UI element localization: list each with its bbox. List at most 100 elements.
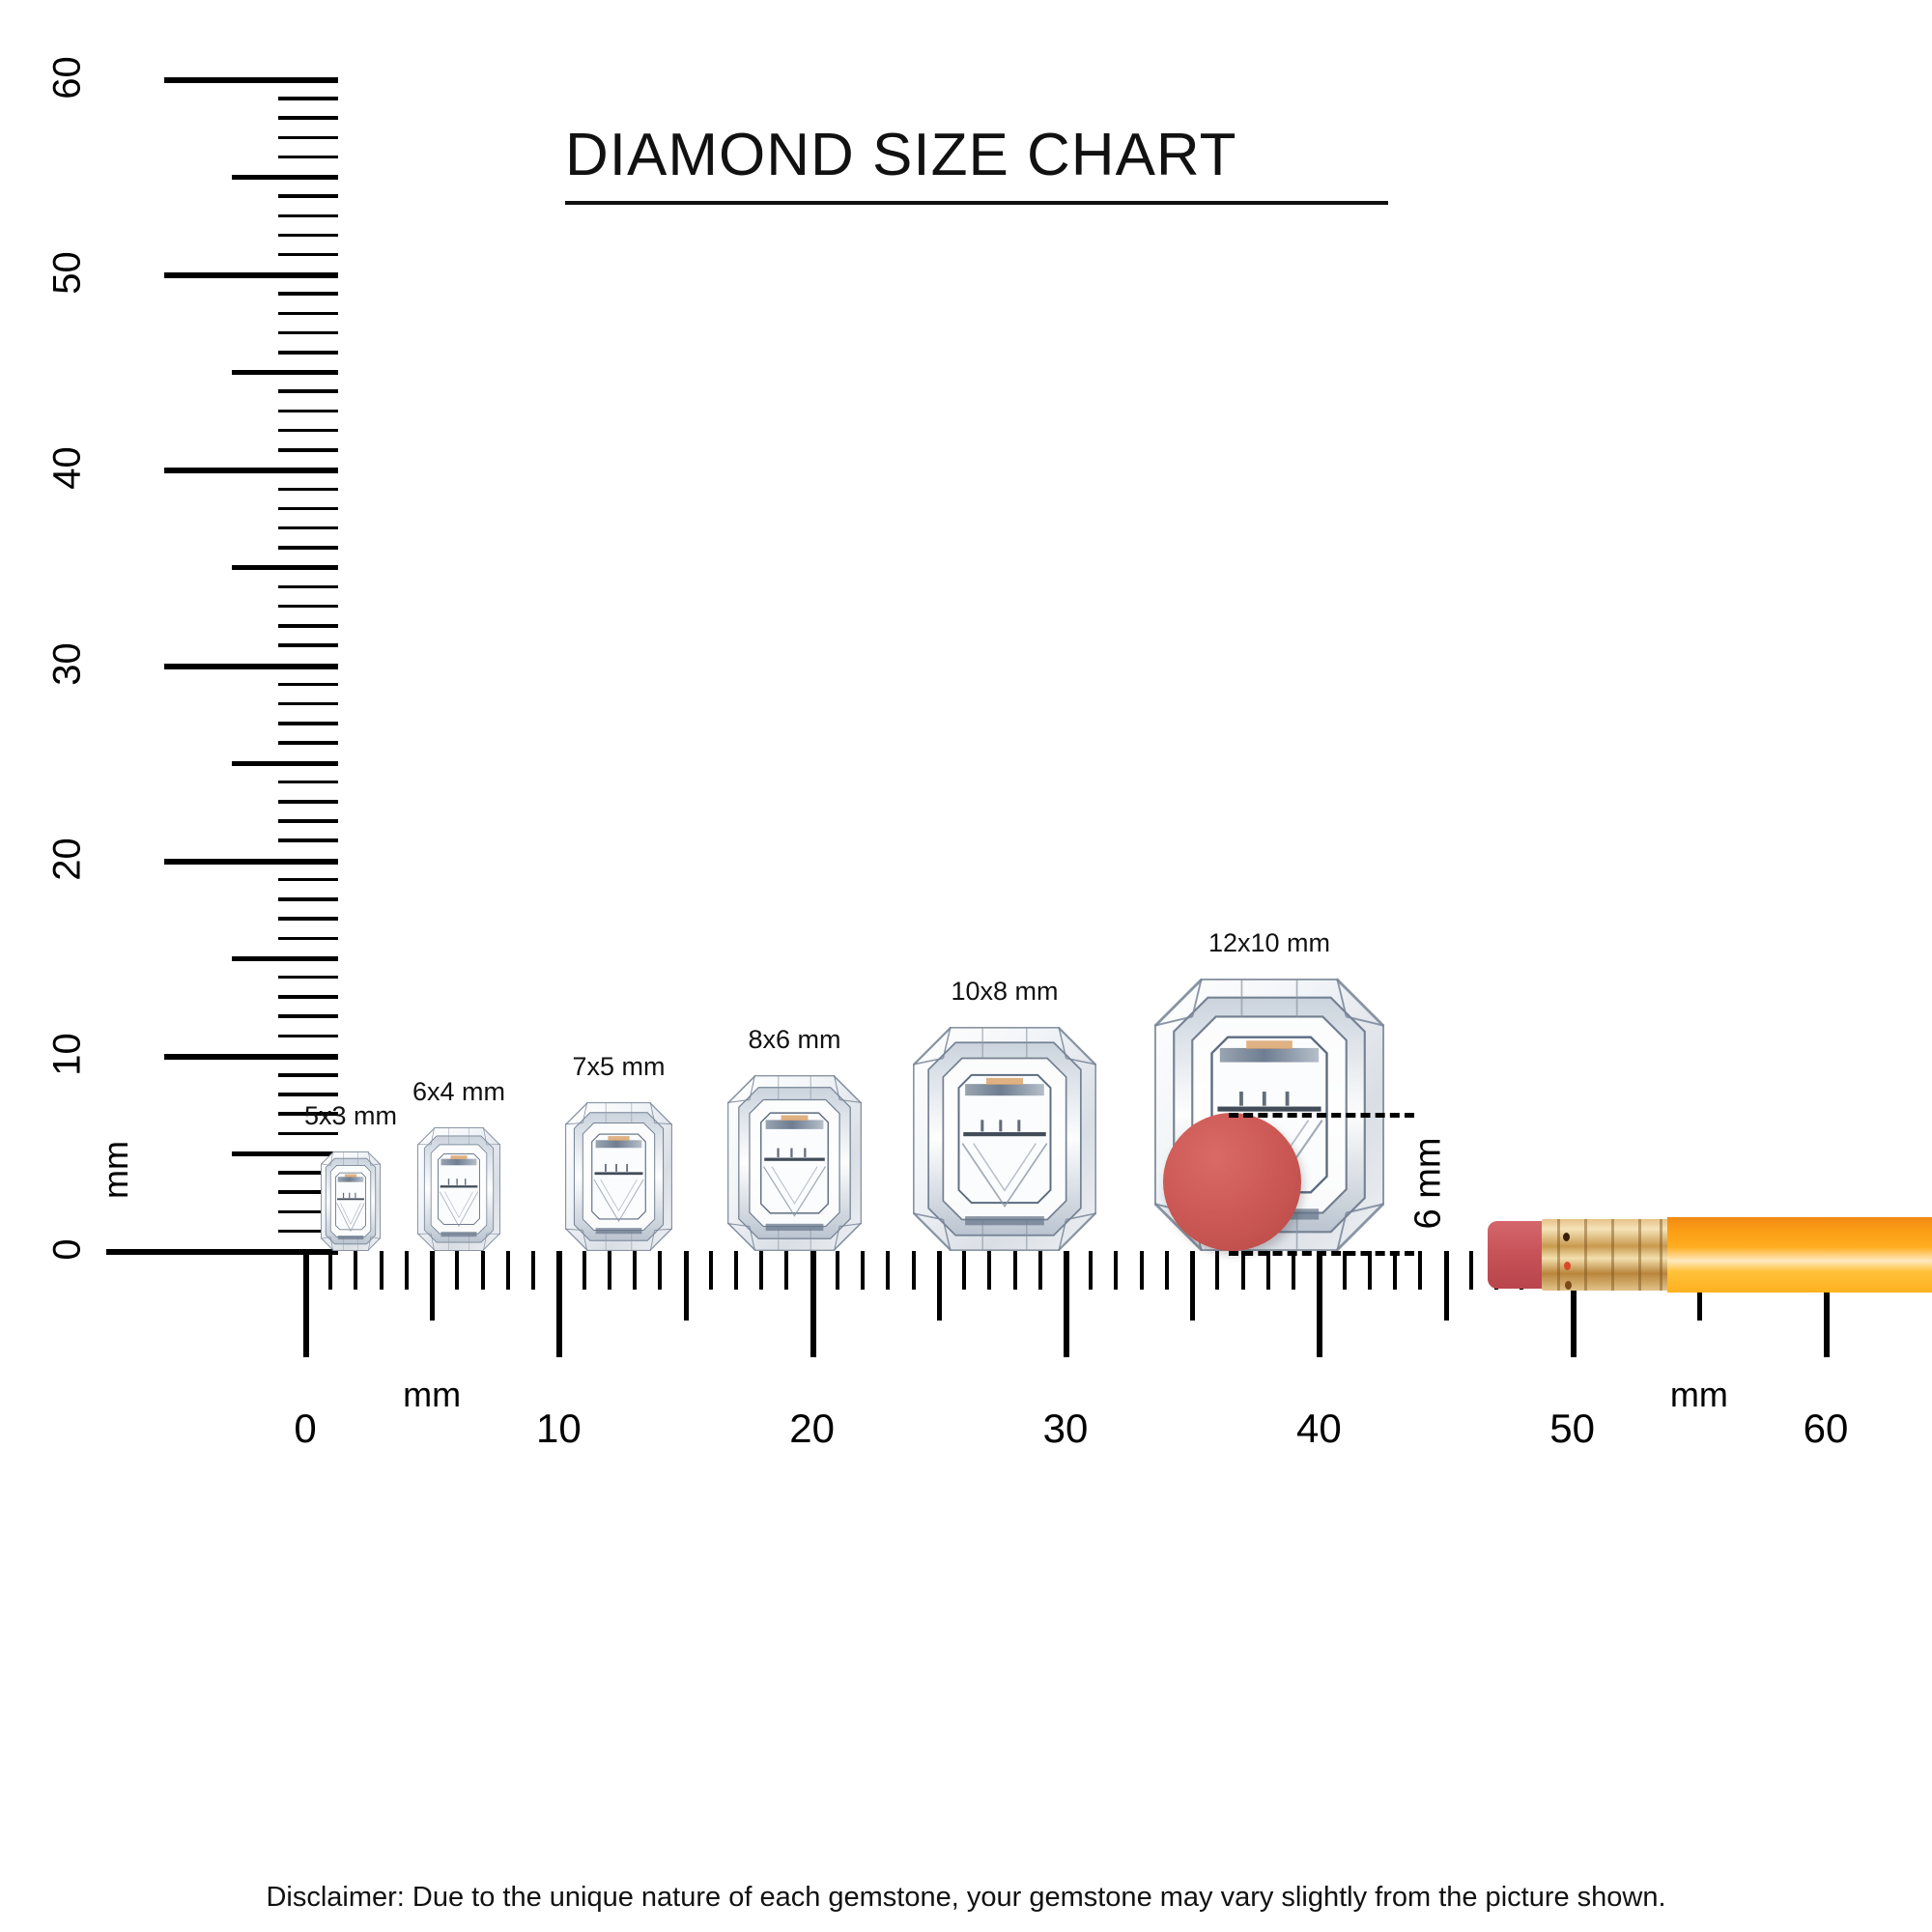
hruler-tick [1215, 1251, 1220, 1290]
hruler-tick [835, 1251, 839, 1290]
hruler-tick [1342, 1251, 1347, 1290]
vruler-tick [278, 936, 338, 941]
hruler-tick [708, 1251, 713, 1290]
vruler-tick [278, 1131, 338, 1136]
hruler-tick [430, 1251, 436, 1321]
vruler-tick [278, 428, 338, 433]
disclaimer-text: Disclaimer: Due to the unique nature of … [266, 1882, 1666, 1913]
hruler-tick [861, 1251, 866, 1290]
hruler-tick [1468, 1251, 1473, 1290]
hruler-label: 40 [1295, 1406, 1342, 1451]
vruler-tick [164, 858, 338, 865]
hruler-tick [303, 1251, 309, 1357]
vruler-label: 10 [45, 1033, 89, 1076]
vruler-tick [278, 155, 338, 159]
vruler-tick [278, 701, 338, 706]
hruler-tick [1317, 1251, 1323, 1357]
vruler-label: 30 [45, 641, 89, 686]
hruler-tick [1393, 1251, 1398, 1290]
hruler-tick [1570, 1251, 1577, 1357]
hruler-tick [1190, 1251, 1196, 1321]
vruler-tick [278, 584, 338, 589]
hruler-tick [1012, 1251, 1017, 1290]
vruler-tick [278, 1112, 338, 1116]
vruler-tick [278, 487, 338, 492]
vruler-tick [278, 252, 338, 257]
vruler-tick [278, 135, 338, 140]
vruler-tick [278, 97, 338, 100]
hruler-tick [1824, 1251, 1830, 1357]
hruler-tick [556, 1251, 563, 1357]
vruler-tick [164, 1249, 338, 1255]
hruler-tick [911, 1251, 916, 1290]
vruler-tick [278, 1190, 338, 1194]
pencil-body [1667, 1217, 1932, 1293]
vruler-tick [232, 955, 338, 961]
vruler-tick [232, 370, 338, 376]
gem-item: 5x3 mm [304, 1101, 397, 1252]
vruler-tick [278, 995, 338, 999]
hruler-tick [607, 1251, 611, 1290]
vruler-label: 40 [45, 446, 89, 491]
vruler-tick [278, 233, 338, 238]
vruler-tick [278, 351, 338, 355]
hruler-unit-label: mm [1669, 1375, 1728, 1414]
diamond-icon [320, 1151, 382, 1252]
vruler-tick [278, 194, 338, 198]
vruler-tick [278, 682, 338, 687]
hruler-tick [480, 1251, 485, 1290]
diamond-icon [416, 1126, 501, 1252]
page-title: DIAMOND SIZE CHART [565, 122, 1237, 188]
hruler-tick [962, 1251, 967, 1290]
hruler-tick [1064, 1251, 1069, 1357]
hruler-unit-label: mm [403, 1375, 462, 1414]
vruler-unit-label: mm [96, 1141, 135, 1200]
vruler-tick [278, 780, 338, 784]
diamond-icon [912, 1026, 1097, 1252]
title-underline [565, 201, 1388, 205]
vruler-tick [278, 1093, 338, 1096]
hruler-tick [886, 1251, 891, 1290]
hruler-tick [1114, 1251, 1119, 1290]
hruler-tick [404, 1251, 409, 1290]
eraser-measure-box [1229, 1113, 1414, 1256]
vruler-tick [278, 819, 338, 823]
vruler-tick [278, 409, 338, 413]
vruler-tick [164, 77, 338, 83]
hruler-tick [1418, 1251, 1423, 1290]
pencil-eraser [1488, 1221, 1546, 1289]
vruler-tick [164, 272, 338, 279]
vruler-tick [278, 330, 338, 335]
vruler-tick [164, 468, 338, 474]
vruler-tick [278, 917, 338, 921]
hruler-tick [733, 1251, 738, 1290]
vruler-tick [164, 1053, 338, 1060]
gem-size-label: 7x5 mm [572, 1052, 666, 1081]
vruler-tick [278, 1171, 338, 1175]
gem-size-label: 5x3 mm [303, 1101, 398, 1130]
vruler-tick [232, 1151, 338, 1156]
hruler-tick [1164, 1251, 1169, 1290]
hruler-tick [1139, 1251, 1144, 1290]
vruler-tick [278, 292, 338, 296]
vruler-tick [278, 604, 338, 609]
hruler-tick [531, 1251, 536, 1290]
hruler-tick [505, 1251, 510, 1290]
vruler-tick [278, 389, 338, 393]
gem-item: 8x6 mm [726, 1025, 863, 1252]
hruler-tick [759, 1251, 764, 1290]
vruler-tick [164, 663, 338, 669]
vruler-tick [278, 116, 338, 120]
hruler-tick [379, 1251, 384, 1290]
vruler-tick [278, 1034, 338, 1038]
hruler-label: 50 [1549, 1406, 1596, 1451]
vruler-tick [278, 213, 338, 218]
hruler-tick [1443, 1251, 1449, 1321]
vruler-tick [278, 311, 338, 316]
hruler-tick [1089, 1251, 1094, 1290]
vruler-tick [278, 643, 338, 647]
vruler-tick [278, 838, 338, 842]
hruler-label: 60 [1803, 1406, 1849, 1451]
gem-item: 10x8 mm [912, 977, 1097, 1252]
